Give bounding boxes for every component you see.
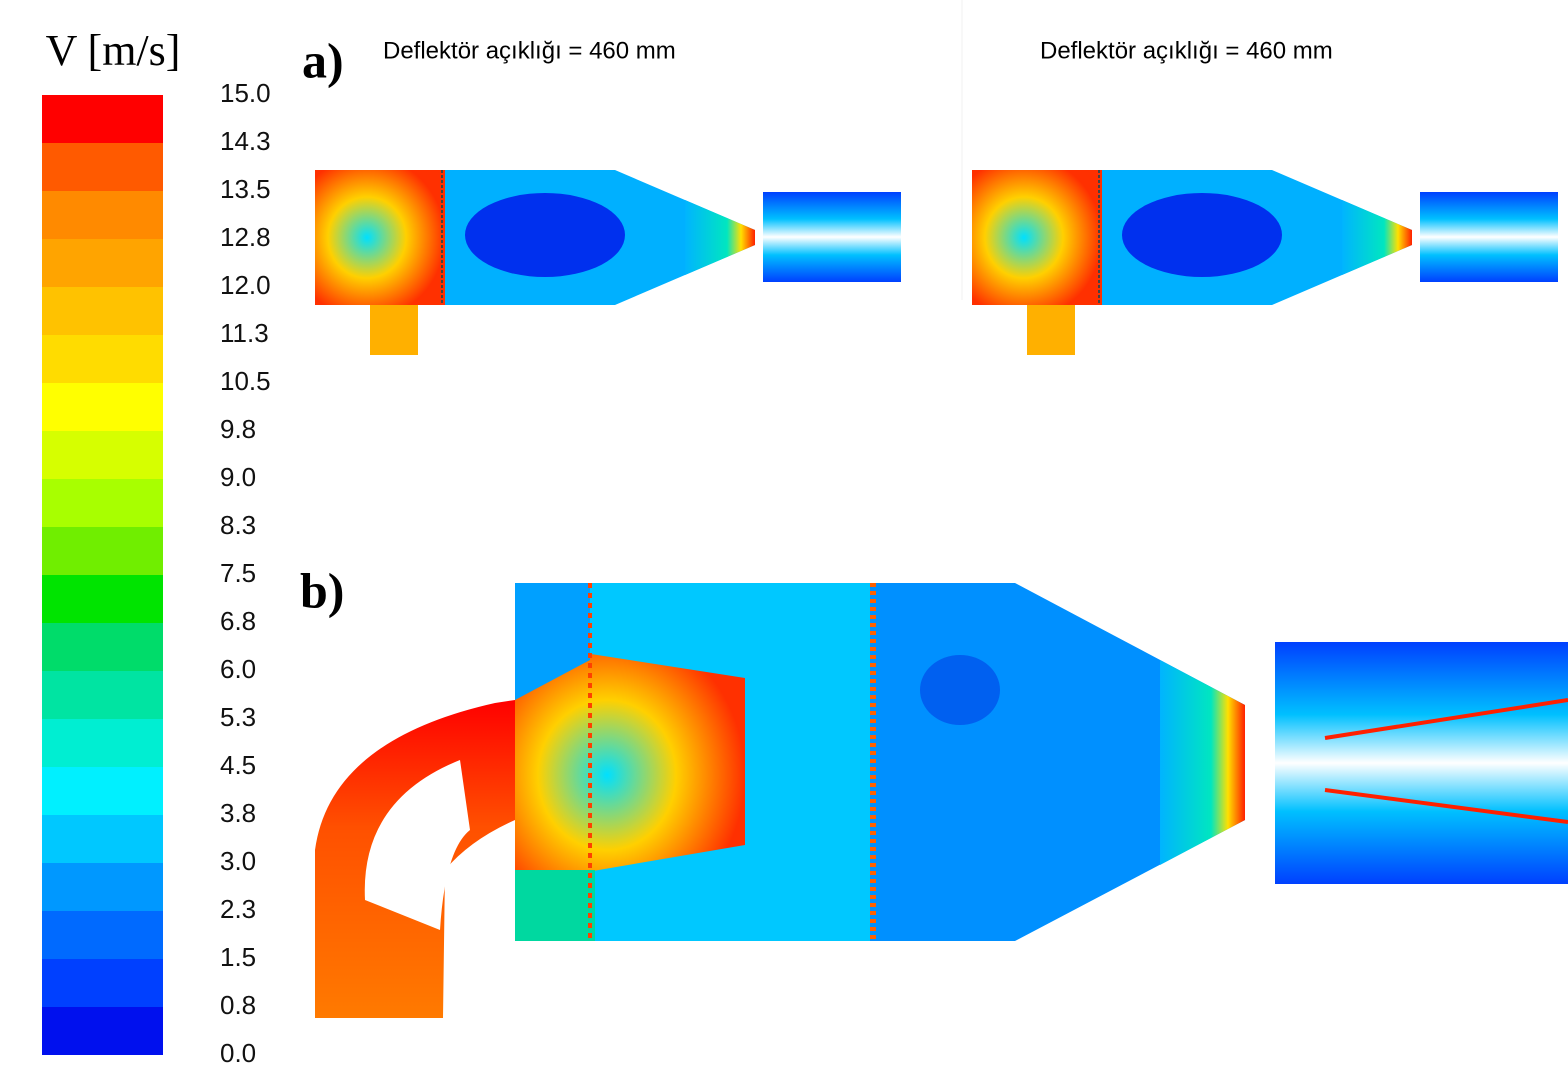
colorbar-band <box>42 335 163 383</box>
colorbar-band <box>42 383 163 431</box>
colorbar-band <box>42 623 163 671</box>
colorbar-band <box>42 911 163 959</box>
colorbar-band <box>42 239 163 287</box>
colorbar-tick-label: 1.5 <box>220 942 256 972</box>
colorbar-tick-label: 3.0 <box>220 846 256 876</box>
colorbar-tick-label: 15.0 <box>220 78 271 108</box>
colorbar-band <box>42 95 163 143</box>
colorbar-tick-label: 3.8 <box>220 798 256 828</box>
colorbar-tick-label: 5.3 <box>220 702 256 732</box>
contour-plot-a-left <box>315 170 901 355</box>
colorbar-band <box>42 719 163 767</box>
panel-label: a) <box>302 32 344 88</box>
colorbar-band <box>42 959 163 1007</box>
colorbar: V [m/s] 15.0 14.3 13.5 12.8 12.0 11.3 10.5 9.8 9… <box>42 26 271 1068</box>
colorbar-band <box>42 191 163 239</box>
colorbar-tick-label: 14.3 <box>220 126 271 156</box>
colorbar-band <box>42 863 163 911</box>
panel-label: b) <box>300 562 344 618</box>
colorbar-band <box>42 671 163 719</box>
figure: V [m/s] 15.0 14.3 13.5 12.8 12.0 11.3 10.5 9.8 9… <box>0 0 1568 1069</box>
colorbar-tick-label: 2.3 <box>220 894 256 924</box>
colorbar-tick-label: 13.5 <box>220 174 271 204</box>
colorbar-tick-label: 6.8 <box>220 606 256 636</box>
colorbar-band <box>42 143 163 191</box>
colorbar-band <box>42 287 163 335</box>
panel-caption: Deflektör açıklığı = 460 mm <box>1040 37 1333 64</box>
colorbar-tick-label: 9.0 <box>220 462 256 492</box>
colorbar-tick-label: 7.5 <box>220 558 256 588</box>
colorbar-tick-label: 6.0 <box>220 654 256 684</box>
colorbar-title: V [m/s] <box>46 26 181 75</box>
colorbar-band <box>42 431 163 479</box>
colorbar-tick-label: 12.0 <box>220 270 271 300</box>
colorbar-tick-label: 10.5 <box>220 366 271 396</box>
colorbar-tick-label: 0.0 <box>220 1038 256 1068</box>
colorbar-tick-label: 4.5 <box>220 750 256 780</box>
colorbar-tick-label: 0.8 <box>220 990 256 1020</box>
colorbar-band <box>42 479 163 527</box>
colorbar-band <box>42 1007 163 1055</box>
colorbar-tick-label: 11.3 <box>220 318 269 348</box>
colorbar-tick-label: 8.3 <box>220 510 256 540</box>
colorbar-band <box>42 575 163 623</box>
contour-plot-b <box>315 583 1568 1018</box>
colorbar-band <box>42 767 163 815</box>
panel-caption: Deflektör açıklığı = 460 mm <box>383 37 676 64</box>
colorbar-band <box>42 527 163 575</box>
contour-plot-a-right <box>972 170 1558 355</box>
colorbar-tick-label: 9.8 <box>220 414 256 444</box>
colorbar-band <box>42 815 163 863</box>
colorbar-tick-label: 12.8 <box>220 222 271 252</box>
